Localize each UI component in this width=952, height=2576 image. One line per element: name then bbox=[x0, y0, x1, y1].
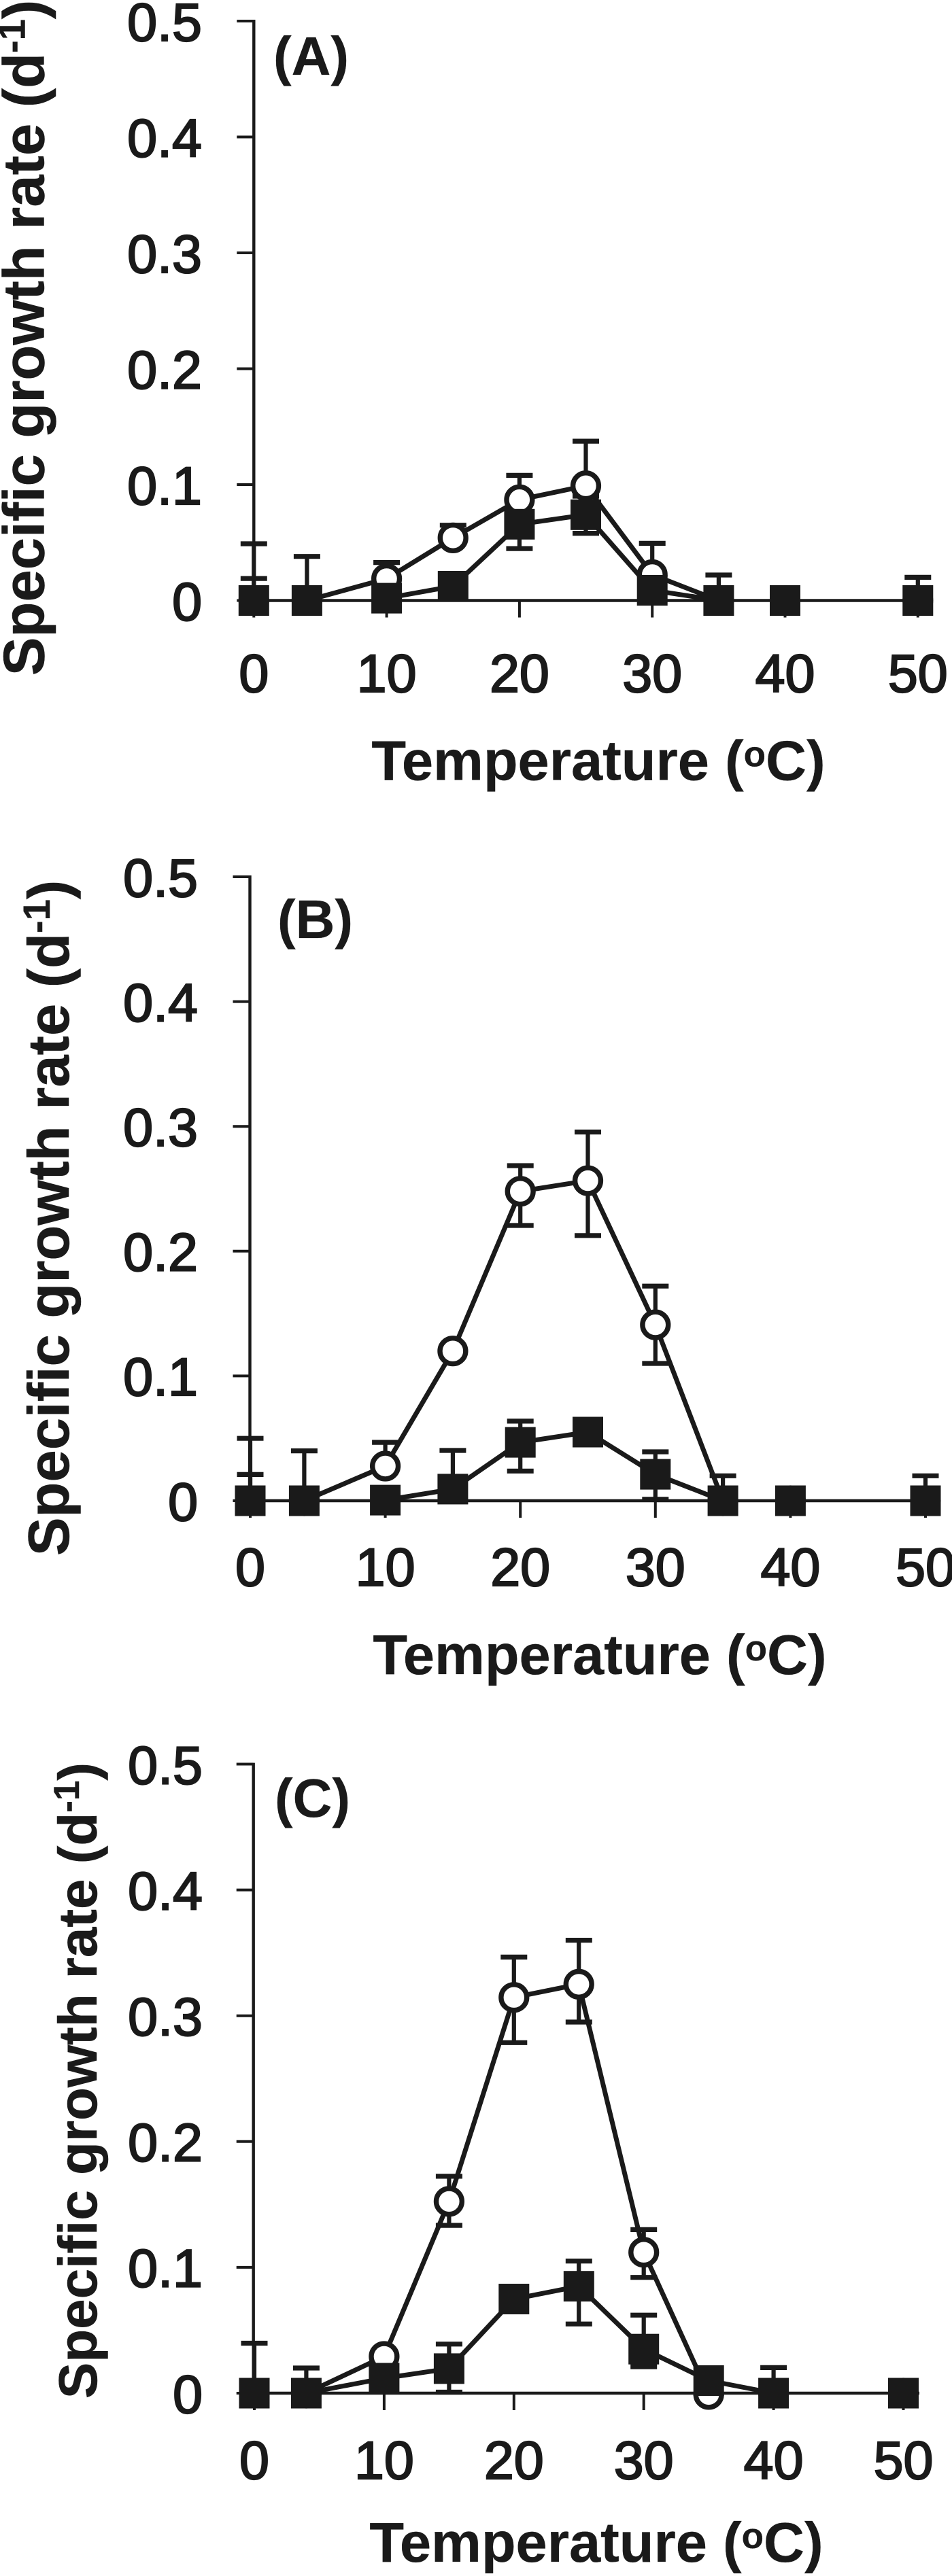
svg-text:(A): (A) bbox=[273, 26, 349, 86]
svg-text:(C): (C) bbox=[275, 1768, 350, 1828]
svg-text:0.5: 0.5 bbox=[127, 0, 202, 52]
svg-text:0.1: 0.1 bbox=[128, 2238, 203, 2299]
svg-text:40: 40 bbox=[760, 1537, 820, 1597]
svg-text:0: 0 bbox=[168, 1472, 198, 1532]
svg-text:0.4: 0.4 bbox=[127, 107, 202, 168]
svg-text:Temperature (oC): Temperature (oC) bbox=[373, 1623, 826, 1686]
svg-text:Specific growth rate (d-1): Specific growth rate (d-1) bbox=[47, 1762, 108, 2399]
svg-text:0: 0 bbox=[172, 571, 202, 631]
svg-text:(B): (B) bbox=[277, 889, 353, 950]
svg-text:0.1: 0.1 bbox=[127, 455, 202, 516]
svg-text:20: 20 bbox=[490, 1537, 550, 1597]
svg-text:0: 0 bbox=[235, 1537, 265, 1597]
svg-text:0.2: 0.2 bbox=[128, 2112, 203, 2173]
svg-text:30: 30 bbox=[626, 1537, 685, 1597]
svg-text:30: 30 bbox=[622, 643, 682, 703]
svg-text:0.4: 0.4 bbox=[128, 1860, 203, 1921]
svg-text:0.1: 0.1 bbox=[123, 1346, 198, 1407]
svg-text:10: 10 bbox=[356, 1537, 415, 1597]
svg-text:50: 50 bbox=[896, 1537, 952, 1597]
svg-text:40: 40 bbox=[755, 643, 815, 703]
svg-text:0.5: 0.5 bbox=[123, 848, 198, 908]
svg-text:0.2: 0.2 bbox=[127, 339, 202, 400]
svg-text:Temperature (oC): Temperature (oC) bbox=[369, 2511, 823, 2574]
svg-text:20: 20 bbox=[484, 2430, 544, 2490]
svg-text:0.4: 0.4 bbox=[123, 972, 198, 1032]
svg-text:30: 30 bbox=[614, 2430, 674, 2490]
svg-text:0: 0 bbox=[239, 643, 269, 703]
svg-text:Specific growth rate (d-1): Specific growth rate (d-1) bbox=[0, 0, 57, 676]
svg-text:0.5: 0.5 bbox=[128, 1735, 203, 1795]
svg-text:10: 10 bbox=[354, 2430, 414, 2490]
svg-text:40: 40 bbox=[744, 2430, 804, 2490]
svg-text:Specific growth rate (d-1): Specific growth rate (d-1) bbox=[15, 880, 82, 1556]
svg-text:20: 20 bbox=[490, 643, 549, 703]
svg-text:0: 0 bbox=[239, 2430, 269, 2490]
svg-text:0: 0 bbox=[173, 2364, 203, 2424]
svg-text:10: 10 bbox=[357, 643, 417, 703]
svg-text:0.3: 0.3 bbox=[127, 224, 202, 284]
svg-text:0.3: 0.3 bbox=[123, 1097, 198, 1158]
svg-text:50: 50 bbox=[888, 643, 948, 703]
svg-text:50: 50 bbox=[874, 2430, 934, 2490]
svg-text:0.3: 0.3 bbox=[128, 1987, 203, 2047]
svg-text:0.2: 0.2 bbox=[123, 1222, 198, 1283]
